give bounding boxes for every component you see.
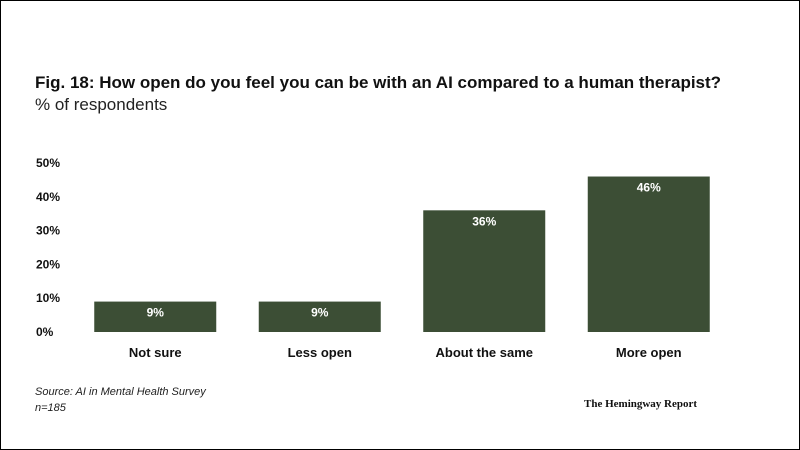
source-text: Source: AI in Mental Health Survey — [35, 386, 206, 398]
y-tick-label: 0% — [36, 325, 54, 339]
x-category-label: Not sure — [129, 345, 182, 360]
sample-size: n=185 — [35, 402, 66, 414]
y-tick-label: 30% — [36, 224, 60, 238]
x-category-label: About the same — [435, 345, 533, 360]
y-tick-label: 50% — [36, 156, 60, 170]
data-label: 9% — [311, 306, 329, 320]
x-category-label: Less open — [288, 345, 352, 360]
chart-subtitle: % of respondents — [35, 95, 168, 114]
bar — [587, 176, 710, 332]
y-tick-label: 40% — [36, 190, 60, 204]
data-label: 36% — [472, 214, 496, 228]
data-label: 46% — [637, 181, 661, 195]
source-note: Source: AI in Mental Health Survey n=185 — [35, 384, 206, 416]
x-category-label: More open — [616, 345, 682, 360]
data-label: 9% — [147, 306, 165, 320]
y-tick-label: 10% — [36, 291, 60, 305]
brand-logo-text: The Hemingway Report — [584, 398, 698, 410]
bar — [423, 210, 546, 332]
bar — [258, 301, 381, 332]
chart-title: Fig. 18: How open do you feel you can be… — [35, 73, 722, 92]
bar — [94, 301, 217, 332]
y-tick-label: 20% — [36, 257, 60, 271]
